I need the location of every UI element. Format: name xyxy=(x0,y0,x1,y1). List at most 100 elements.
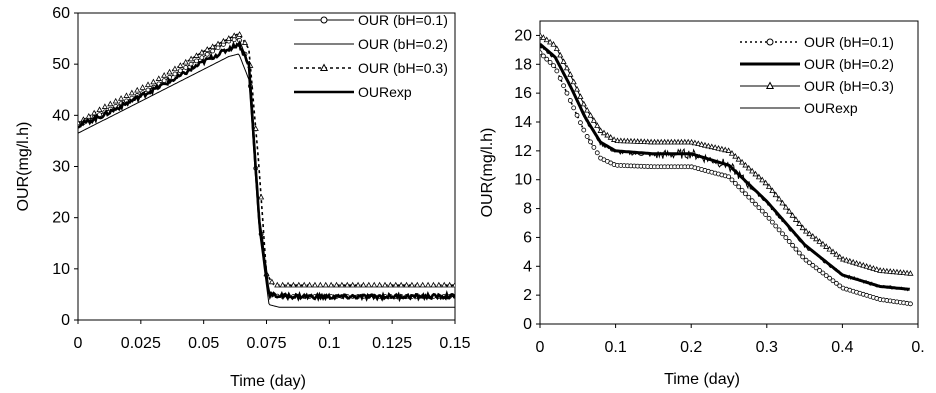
x-tick-label: 0.3 xyxy=(756,339,778,356)
data-point xyxy=(726,174,731,180)
data-point xyxy=(907,270,914,276)
data-point xyxy=(252,125,259,131)
data-point xyxy=(779,199,786,206)
data-point xyxy=(759,208,765,214)
y-axis-label: OUR(mg/l.h) xyxy=(479,128,496,218)
data-point xyxy=(863,263,870,269)
data-point xyxy=(817,268,822,273)
series-line xyxy=(78,39,455,303)
data-point xyxy=(735,155,742,162)
data-point xyxy=(746,194,752,200)
data-point xyxy=(753,201,758,207)
x-tick-label: 0 xyxy=(536,339,545,356)
data-point xyxy=(833,280,839,286)
x-tick-label: 0.025 xyxy=(121,335,161,352)
data-point xyxy=(188,55,195,62)
y-tick-label: 6 xyxy=(523,229,532,246)
data-point xyxy=(403,281,410,288)
data-point xyxy=(691,139,698,146)
data-point xyxy=(274,281,281,288)
data-point xyxy=(783,235,789,240)
data-point xyxy=(806,230,813,237)
data-point xyxy=(171,65,179,72)
data-point xyxy=(833,251,840,257)
legend-label: OUR (bH=0.2) xyxy=(358,36,448,52)
data-point xyxy=(199,55,205,60)
data-point xyxy=(880,267,887,274)
data-point xyxy=(860,262,867,268)
right-chart: 0 2 4 6 8 10 12 14 16 18 20 0 0.1 0.2 0.3 0.4 0. Time (da… xyxy=(479,20,925,388)
data-point xyxy=(236,31,243,37)
legend-label: OUR (bH=0.1) xyxy=(804,34,894,50)
data-point xyxy=(540,31,544,38)
data-point xyxy=(769,219,775,225)
data-point xyxy=(123,92,130,98)
y-tick-label: 8 xyxy=(523,201,532,218)
legend-label: OUR (bH=0.2) xyxy=(804,56,894,72)
legend-label: OURexp xyxy=(358,84,412,100)
data-point xyxy=(789,212,796,218)
y-tick-label: 12 xyxy=(514,143,532,160)
data-point xyxy=(241,39,249,45)
data-point xyxy=(96,106,103,113)
data-point xyxy=(295,281,302,288)
data-point xyxy=(306,281,313,288)
data-point xyxy=(577,93,584,99)
data-point xyxy=(782,203,789,210)
data-point xyxy=(708,143,715,150)
data-point xyxy=(258,193,265,200)
data-point xyxy=(567,71,574,77)
data-point xyxy=(840,255,847,262)
legend-marker xyxy=(765,81,775,89)
data-point xyxy=(604,131,611,138)
data-point xyxy=(729,177,735,183)
data-point xyxy=(573,85,581,92)
data-point xyxy=(155,75,162,81)
plot-area xyxy=(78,31,455,308)
y-tick-label: 30 xyxy=(52,159,70,176)
data-point xyxy=(762,179,769,186)
legend-marker xyxy=(766,38,774,46)
x-tick-label: 0 xyxy=(74,335,83,352)
data-point xyxy=(776,227,782,233)
data-point xyxy=(786,207,793,214)
data-point xyxy=(134,86,141,93)
data-point xyxy=(349,281,356,288)
series-line xyxy=(78,38,455,297)
data-point xyxy=(215,45,221,51)
y-axis-label: OUR(mg/l.h) xyxy=(15,122,32,212)
data-point xyxy=(823,243,830,249)
data-point xyxy=(204,46,211,52)
data-point xyxy=(810,262,816,268)
data-point xyxy=(799,224,806,231)
data-point xyxy=(769,187,776,194)
data-point xyxy=(139,84,146,90)
data-point xyxy=(441,281,448,288)
plot-area xyxy=(540,31,914,307)
data-point xyxy=(820,270,826,276)
data-point xyxy=(560,58,567,64)
x-tick-label: 0.125 xyxy=(372,335,412,352)
data-point xyxy=(194,58,199,64)
data-point xyxy=(887,268,894,274)
data-point xyxy=(600,129,608,136)
data-point xyxy=(540,53,546,59)
data-point xyxy=(166,68,173,75)
data-point xyxy=(85,112,92,119)
data-point xyxy=(317,281,324,288)
data-point xyxy=(177,62,184,68)
data-point xyxy=(776,195,783,202)
y-tick-label: 14 xyxy=(514,114,532,131)
data-point xyxy=(570,78,577,85)
data-point xyxy=(557,51,564,58)
data-point xyxy=(392,281,399,288)
data-point xyxy=(846,257,853,264)
data-point xyxy=(837,283,843,289)
data-point xyxy=(823,273,829,278)
data-point xyxy=(435,281,442,288)
x-axis-label: Time (day) xyxy=(664,371,740,388)
data-point xyxy=(430,281,437,288)
data-point xyxy=(732,152,739,159)
data-point xyxy=(807,260,812,266)
data-point xyxy=(728,150,736,156)
